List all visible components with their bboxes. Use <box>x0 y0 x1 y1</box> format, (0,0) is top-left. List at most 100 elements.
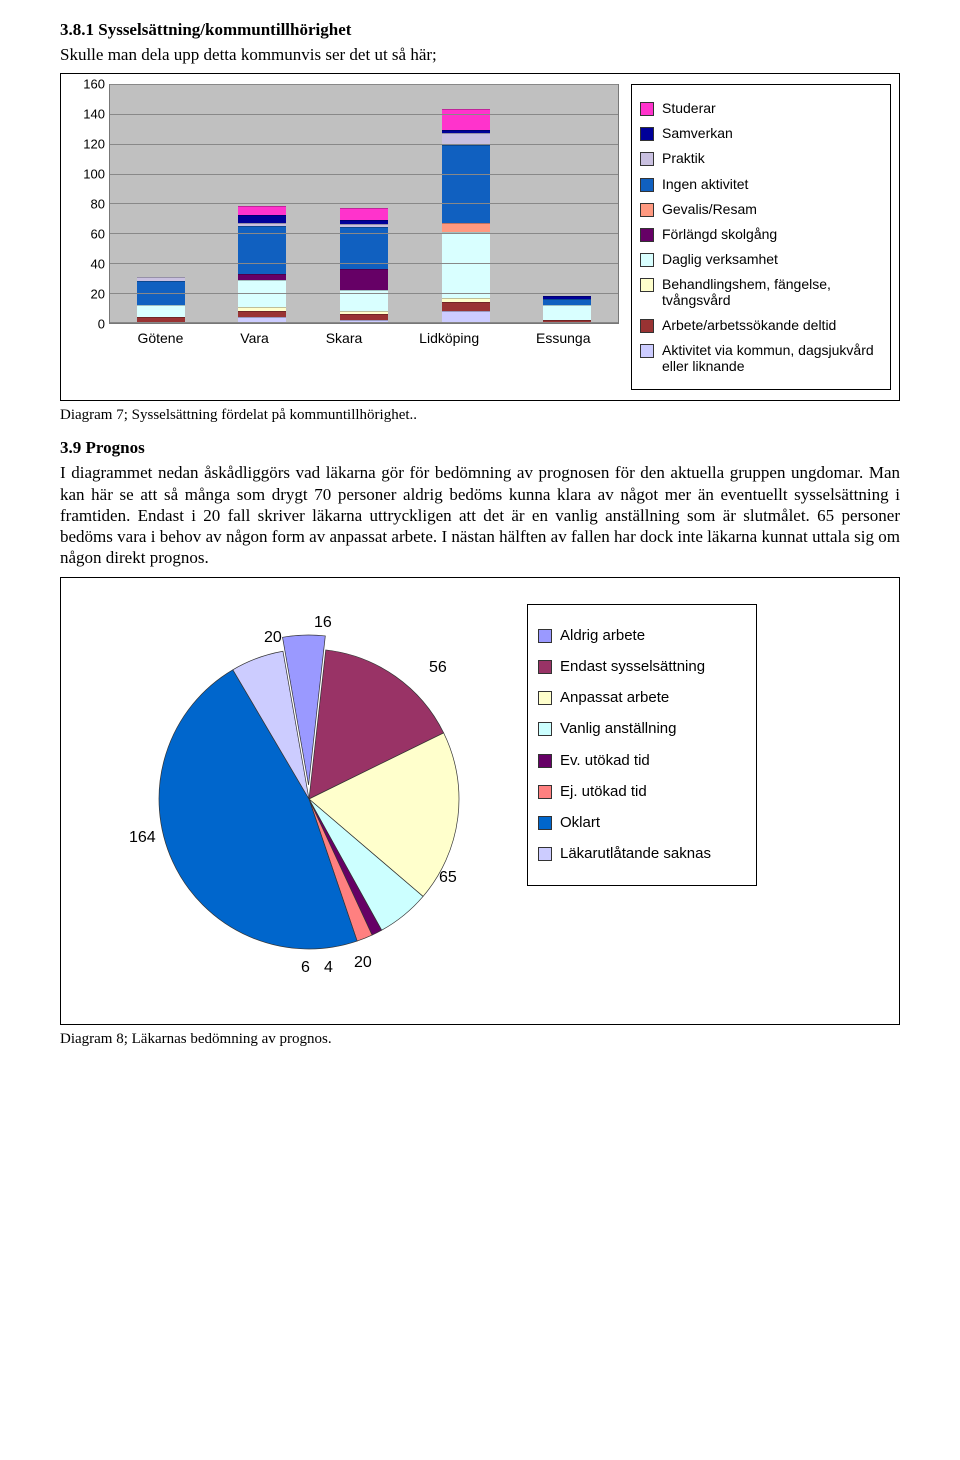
pie-chart-frame: 165665204616420 Aldrig arbeteEndast syss… <box>60 577 900 1025</box>
bar-legend-item: Samverkan <box>640 125 882 141</box>
pie-value-label: 20 <box>354 954 372 972</box>
pie-legend-item: Endast sysselsättning <box>538 658 746 675</box>
legend-label: Ev. utökad tid <box>560 752 650 769</box>
pie-value-label: 4 <box>324 959 333 977</box>
legend-swatch <box>538 629 552 643</box>
legend-label: Ingen aktivitet <box>662 176 748 192</box>
legend-label: Anpassat arbete <box>560 689 669 706</box>
bar-segment <box>137 305 185 317</box>
bar-segment <box>238 215 286 223</box>
pie-legend-item: Vanlig anställning <box>538 720 746 737</box>
legend-swatch <box>640 228 654 242</box>
legend-swatch <box>538 847 552 861</box>
bar-segment <box>442 302 490 311</box>
legend-swatch <box>538 816 552 830</box>
legend-swatch <box>640 319 654 333</box>
bar-legend-item: Förlängd skolgång <box>640 226 882 242</box>
bar-ytick: 20 <box>69 287 105 302</box>
pie-legend-item: Läkarutlåtande saknas <box>538 845 746 862</box>
bar-column <box>238 206 286 323</box>
legend-label: Behandlingshem, fängelse, tvångsvård <box>662 276 882 308</box>
legend-label: Daglig verksamhet <box>662 251 778 267</box>
bar-ytick: 160 <box>69 77 105 92</box>
section1-heading: 3.8.1 Sysselsättning/kommuntillhörighet <box>60 20 900 40</box>
bar-ytick: 0 <box>69 317 105 332</box>
legend-swatch <box>640 344 654 358</box>
legend-label: Aktivitet via kommun, dagsjukvård eller … <box>662 342 882 374</box>
legend-swatch <box>538 754 552 768</box>
bar-segment <box>442 232 490 298</box>
bar-xlabel: Essunga <box>536 330 590 346</box>
legend-swatch <box>640 152 654 166</box>
legend-swatch <box>640 127 654 141</box>
pie-value-label: 56 <box>429 659 447 677</box>
legend-swatch <box>640 203 654 217</box>
bar-segment <box>442 145 490 223</box>
pie-value-label: 6 <box>301 959 310 977</box>
bar-column <box>543 296 591 323</box>
bar-legend-item: Aktivitet via kommun, dagsjukvård eller … <box>640 342 882 374</box>
legend-label: Läkarutlåtande saknas <box>560 845 711 862</box>
legend-swatch <box>538 691 552 705</box>
legend-label: Endast sysselsättning <box>560 658 705 675</box>
bar-ytick: 100 <box>69 167 105 182</box>
legend-label: Gevalis/Resam <box>662 201 757 217</box>
bar-segment <box>238 206 286 215</box>
legend-label: Förlängd skolgång <box>662 226 777 242</box>
section2-body: I diagrammet nedan åskådliggörs vad läka… <box>60 462 900 568</box>
bar-xlabel: Skara <box>326 330 363 346</box>
pie-value-label: 16 <box>314 614 332 632</box>
bar-legend: Studerar Samverkan Praktik Ingen aktivitet G… <box>631 84 891 390</box>
bar-legend-item: Ingen aktivitet <box>640 176 882 192</box>
section2-heading: 3.9 Prognos <box>60 438 900 458</box>
bar-chart: 020406080100120140160 GöteneVaraSkaraLid… <box>69 84 625 390</box>
pie-legend-item: Ej. utökad tid <box>538 783 746 800</box>
legend-swatch <box>538 660 552 674</box>
pie-chart: 165665204616420 <box>119 604 499 984</box>
bar-segment <box>340 269 388 290</box>
pie-legend-item: Oklart <box>538 814 746 831</box>
bar-xlabel: Götene <box>137 330 183 346</box>
legend-label: Samverkan <box>662 125 733 141</box>
caption-diagram7: Diagram 7; Sysselsättning fördelat på ko… <box>60 407 900 424</box>
bar-segment <box>543 305 591 320</box>
bar-ytick: 140 <box>69 107 105 122</box>
legend-label: Arbete/arbetssökande deltid <box>662 317 836 333</box>
bar-legend-item: Gevalis/Resam <box>640 201 882 217</box>
bar-ytick: 60 <box>69 227 105 242</box>
legend-swatch <box>538 722 552 736</box>
pie-legend: Aldrig arbete Endast sysselsättning Anpass… <box>527 604 757 886</box>
pie-legend-item: Ev. utökad tid <box>538 752 746 769</box>
pie-legend-item: Anpassat arbete <box>538 689 746 706</box>
bar-column <box>137 277 185 324</box>
legend-label: Ej. utökad tid <box>560 783 647 800</box>
legend-swatch <box>640 102 654 116</box>
bar-legend-item: Daglig verksamhet <box>640 251 882 267</box>
bar-segment <box>442 109 490 130</box>
bar-segment <box>442 223 490 232</box>
bar-xlabel: Vara <box>240 330 269 346</box>
bar-segment <box>340 208 388 220</box>
bar-legend-item: Behandlingshem, fängelse, tvångsvård <box>640 276 882 308</box>
bar-ytick: 120 <box>69 137 105 152</box>
legend-label: Aldrig arbete <box>560 627 645 644</box>
bar-legend-item: Arbete/arbetssökande deltid <box>640 317 882 333</box>
pie-legend-item: Aldrig arbete <box>538 627 746 644</box>
caption-diagram8: Diagram 8; Läkarnas bedömning av prognos… <box>60 1031 900 1048</box>
legend-swatch <box>640 278 654 292</box>
bar-column <box>340 208 388 324</box>
legend-label: Vanlig anställning <box>560 720 676 737</box>
bar-column <box>442 109 490 324</box>
bar-chart-frame: 020406080100120140160 GöteneVaraSkaraLid… <box>60 73 900 401</box>
bar-ytick: 40 <box>69 257 105 272</box>
legend-label: Praktik <box>662 150 705 166</box>
pie-value-label: 65 <box>439 869 457 887</box>
bar-legend-item: Praktik <box>640 150 882 166</box>
bar-x-labels: GöteneVaraSkaraLidköpingEssunga <box>109 324 619 346</box>
bar-legend-item: Studerar <box>640 100 882 116</box>
legend-swatch <box>640 178 654 192</box>
legend-swatch <box>538 785 552 799</box>
pie-value-label: 20 <box>264 629 282 647</box>
section1-intro: Skulle man dela upp detta kommunvis ser … <box>60 44 900 65</box>
bar-ytick: 80 <box>69 197 105 212</box>
